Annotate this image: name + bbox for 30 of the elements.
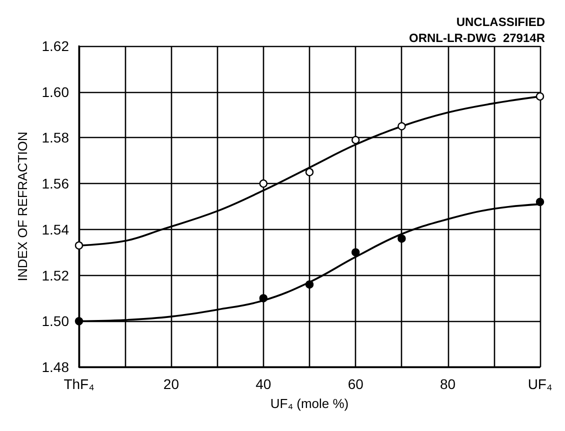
point	[259, 294, 268, 302]
y-tick-label: 1.52	[42, 267, 70, 284]
y-tick-label: 1.54	[42, 221, 70, 238]
y-axis-title: INDEX OF REFRACTION	[15, 132, 30, 282]
point	[536, 198, 544, 206]
y-tick-label: 1.48	[42, 359, 70, 375]
y-tick-label: 1.62	[42, 38, 70, 54]
y-tick-label: 1.56	[42, 176, 70, 192]
point	[74, 241, 84, 250]
x-tick-label: ThF₄	[64, 376, 95, 392]
point	[305, 280, 314, 289]
y-tick-label: 1.50	[42, 313, 70, 330]
x-tick-label: 80	[440, 376, 456, 392]
x-tick-label: 20	[163, 376, 180, 392]
x-tick-label: 40	[256, 376, 272, 392]
point	[352, 248, 360, 256]
text: UNCLASSIFIED	[456, 15, 546, 29]
y-tick-label: 1.58	[42, 130, 70, 146]
point	[352, 136, 360, 144]
point	[536, 92, 544, 101]
point	[259, 179, 268, 188]
point	[398, 234, 406, 243]
point	[398, 122, 406, 130]
y-tick-label: 1.60	[42, 84, 70, 100]
x-axis-title: UF₄ (mole %)	[270, 396, 349, 411]
point	[305, 168, 314, 176]
point	[74, 317, 84, 326]
text: ORNL-LR-DWG 27914R	[408, 31, 546, 45]
x-tick-label: 60	[348, 376, 364, 392]
x-tick-label: UF₄	[528, 376, 552, 392]
